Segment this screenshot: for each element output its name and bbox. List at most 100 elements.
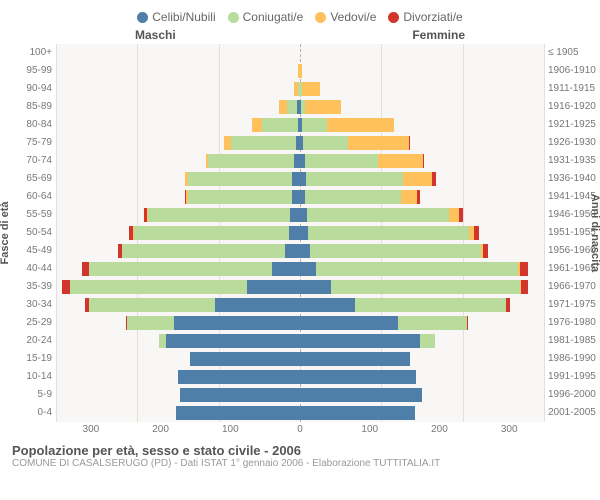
bar-segment: [290, 208, 300, 222]
bar-segment: [178, 370, 300, 384]
birth-label: 1931-1935: [548, 152, 594, 170]
male-header: Maschi: [135, 28, 176, 42]
female-half: [300, 136, 544, 150]
chart-subtitle: COMUNE DI CASALSERUGO (PD) - Dati ISTAT …: [12, 458, 588, 469]
bar-row: [56, 404, 544, 422]
bar-segment: [303, 136, 348, 150]
birth-label: 1966-1970: [548, 278, 594, 296]
bar-segment: [208, 154, 293, 168]
bar-row: [56, 278, 544, 296]
bar-segment: [300, 64, 302, 78]
age-label: 35-39: [6, 278, 52, 296]
bar-segment: [188, 190, 292, 204]
female-half: [300, 316, 544, 330]
legend-label: Vedovi/e: [330, 10, 376, 24]
x-tick: 0: [265, 424, 335, 435]
bar-segment: [285, 244, 300, 258]
bar-segment: [279, 100, 287, 114]
bar-segment: [247, 280, 300, 294]
birth-label: 1976-1980: [548, 314, 594, 332]
bar-segment: [305, 190, 401, 204]
age-label: 70-74: [6, 152, 52, 170]
legend-swatch: [388, 12, 399, 23]
female-half: [300, 226, 544, 240]
female-half: [300, 46, 544, 60]
gender-headers: Maschi Femmine: [0, 28, 600, 44]
bar-segment: [215, 298, 300, 312]
age-label: 15-19: [6, 350, 52, 368]
bar-segment: [292, 172, 300, 186]
bar-segment: [483, 244, 488, 258]
birth-label: 1926-1930: [548, 134, 594, 152]
age-label: 45-49: [6, 242, 52, 260]
bar-segment: [474, 226, 479, 240]
birth-label: 2001-2005: [548, 404, 594, 422]
x-tick: 300: [474, 424, 544, 435]
male-half: [56, 46, 300, 60]
female-half: [300, 154, 544, 168]
bar-segment: [89, 262, 272, 276]
male-half: [56, 388, 300, 402]
chart-title: Popolazione per età, sesso e stato civil…: [12, 443, 588, 458]
age-label: 0-4: [6, 404, 52, 422]
bar-segment: [122, 244, 285, 258]
birth-year-labels: ≤ 19051906-19101911-19151916-19201921-19…: [544, 44, 594, 422]
male-half: [56, 298, 300, 312]
male-half: [56, 82, 300, 96]
female-half: [300, 406, 544, 420]
female-half: [300, 388, 544, 402]
age-label: 60-64: [6, 188, 52, 206]
age-label: 55-59: [6, 206, 52, 224]
female-half: [300, 370, 544, 384]
female-half: [300, 334, 544, 348]
age-label: 95-99: [6, 62, 52, 80]
birth-label: 1946-1950: [548, 206, 594, 224]
bar-segment: [300, 226, 308, 240]
bar-segment: [300, 352, 410, 366]
birth-label: 1991-1995: [548, 368, 594, 386]
bar-segment: [306, 172, 404, 186]
bar-segment: [188, 172, 292, 186]
bar-segment: [432, 172, 436, 186]
bar-segment: [467, 316, 469, 330]
bar-segment: [302, 118, 326, 132]
birth-label: 1971-1975: [548, 296, 594, 314]
male-half: [56, 136, 300, 150]
bar-segment: [355, 298, 505, 312]
bar-row: [56, 62, 544, 80]
bar-segment: [417, 190, 420, 204]
bar-segment: [231, 136, 296, 150]
bar-segment: [409, 136, 410, 150]
bar-segment: [300, 334, 420, 348]
legend-item: Divorziati/e: [388, 10, 462, 24]
legend-swatch: [137, 12, 148, 23]
female-half: [300, 280, 544, 294]
age-label: 20-24: [6, 332, 52, 350]
legend-label: Divorziati/e: [403, 10, 462, 24]
bar-row: [56, 98, 544, 116]
bar-row: [56, 206, 544, 224]
legend-swatch: [228, 12, 239, 23]
bar-segment: [300, 298, 355, 312]
bar-row: [56, 170, 544, 188]
bar-segment: [180, 388, 300, 402]
bar-segment: [300, 280, 331, 294]
birth-label: 1921-1925: [548, 116, 594, 134]
birth-label: 1941-1945: [548, 188, 594, 206]
birth-label: 1911-1915: [548, 80, 594, 98]
bar-row: [56, 224, 544, 242]
bar-row: [56, 368, 544, 386]
bar-segment: [521, 280, 528, 294]
bar-segment: [520, 262, 528, 276]
female-half: [300, 100, 544, 114]
bar-segment: [300, 316, 398, 330]
male-half: [56, 154, 300, 168]
birth-label: 1951-1955: [548, 224, 594, 242]
bar-row: [56, 386, 544, 404]
age-label: 50-54: [6, 224, 52, 242]
bar-segment: [89, 298, 215, 312]
bar-row: [56, 152, 544, 170]
bar-segment: [292, 190, 300, 204]
bar-segment: [459, 208, 464, 222]
age-label: 25-29: [6, 314, 52, 332]
